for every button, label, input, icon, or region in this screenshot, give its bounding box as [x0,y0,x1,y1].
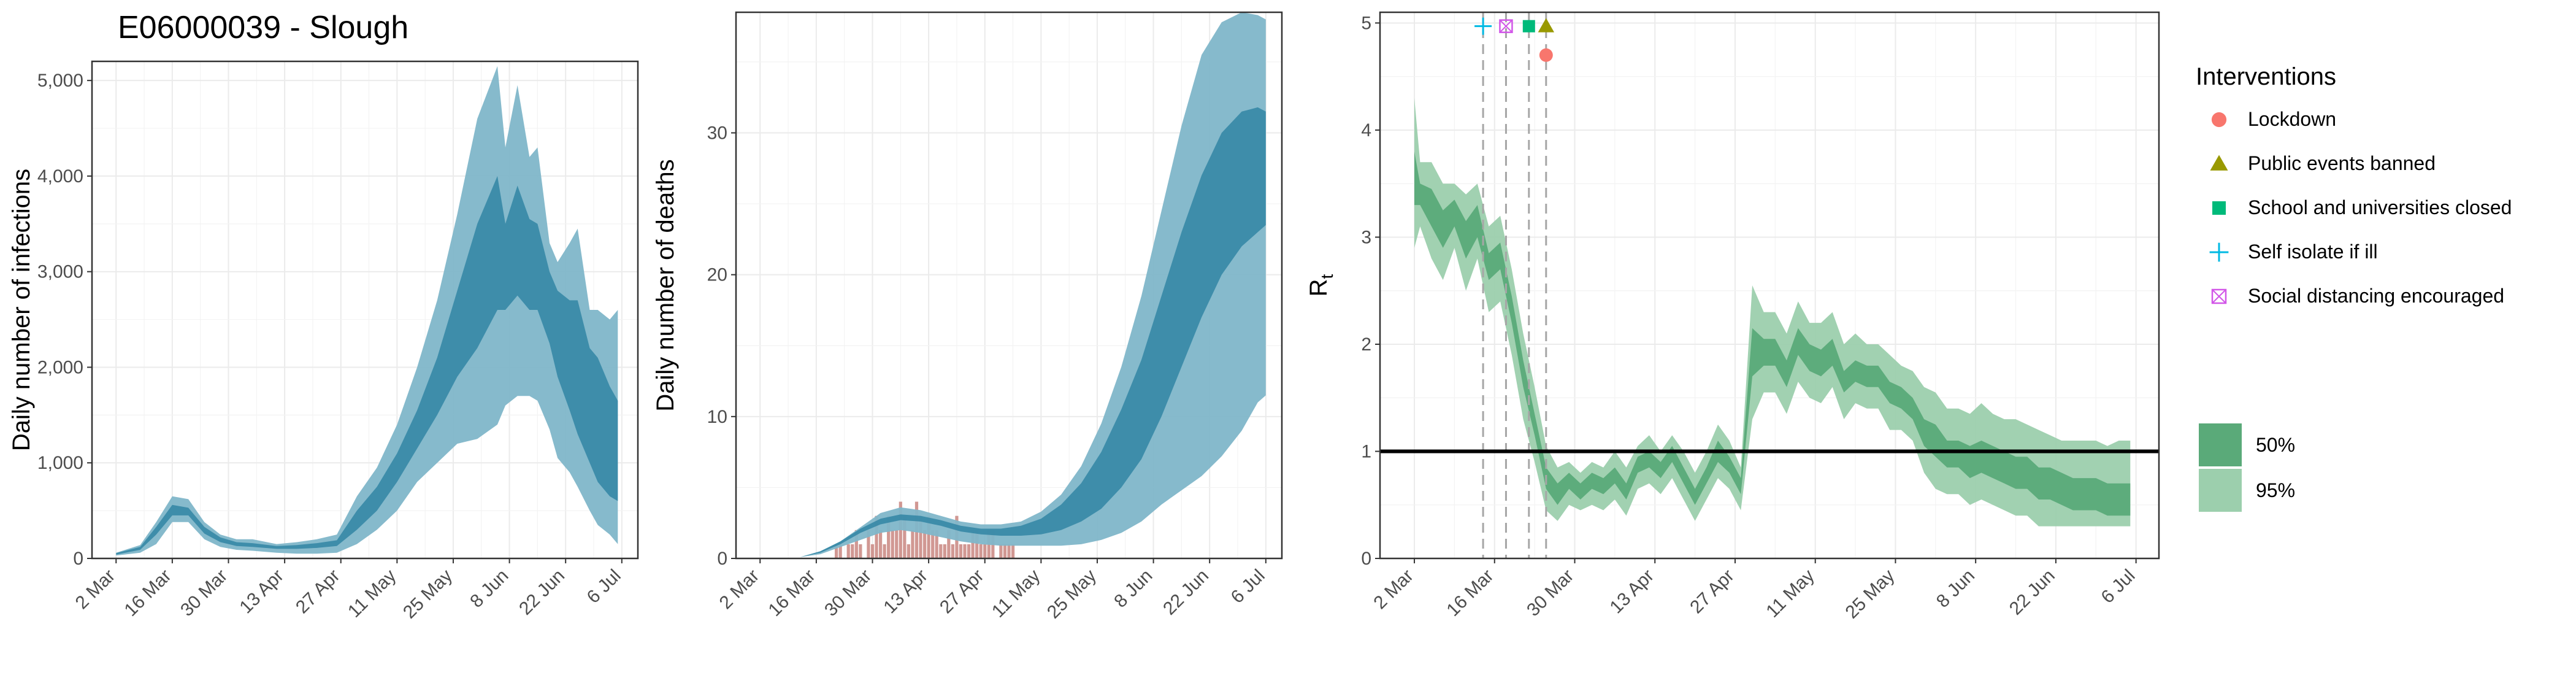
y-axis-label-text: Daily number of infections [8,169,35,451]
panel-border [91,60,639,560]
observed-death-bar [875,515,878,558]
observed-death-bar [999,544,1003,558]
legend-marker [2210,155,2228,171]
legend-item-label: Self isolate if ill [2248,241,2378,263]
legend-marker [2211,112,2227,128]
observed-death-bar [838,544,842,558]
y-tick-label: 4,000 [37,166,83,187]
observed-death-bar [979,544,983,558]
legend-band-swatch [2199,423,2242,466]
observed-death-bar [870,544,875,558]
y-tick-label: 2 [1361,334,1371,355]
legend-band-label: 50% [2256,434,2295,456]
y-tick-label: 10 [707,407,727,427]
legend-marker [2211,288,2227,304]
observed-death-bar [927,515,930,558]
observed-death-bar [947,530,951,558]
y-tick-label: 5 [1361,13,1371,33]
observed-death-bar [883,544,886,558]
observed-death-bar [895,530,899,558]
y-axis-label: Daily number of deaths [652,159,679,411]
observed-death-bar [939,544,943,558]
observed-death-bar [891,530,894,558]
legend-item-label: Lockdown [2248,108,2336,130]
observed-death-bar [903,515,907,558]
legend-band-swatch [2199,469,2242,512]
observed-death-bar [1007,544,1011,558]
intervention-marker [1522,20,1535,33]
observed-death-bar [922,530,927,558]
panel-border [735,11,1283,560]
y-axis-label-text: R [1305,279,1332,296]
legend-item-label: School and universities closed [2248,196,2512,218]
panel-border [1379,11,2160,560]
observed-death-bar [1003,544,1007,558]
intervention-marker [1499,19,1513,33]
observed-death-bar [911,530,914,558]
y-axis-label-text: Daily number of deaths [652,159,679,411]
y-tick-label: 0 [717,549,727,569]
y-tick-label: 1 [1361,441,1371,461]
panel-title: E06000039 - Slough [118,10,408,45]
legend-title: Interventions [2196,63,2336,90]
observed-death-bar [907,544,911,558]
observed-death-bar [963,544,967,558]
observed-death-bar [887,515,891,558]
y-tick-label: 30 [707,123,727,143]
y-tick-label: 3 [1361,227,1371,247]
observed-death-bar [867,530,870,558]
y-tick-label: 4 [1361,120,1371,141]
observed-death-bar [878,530,883,558]
observed-death-bar [935,530,938,558]
band-95pct [1414,98,2131,527]
legend-item-label: Social distancing encouraged [2248,285,2504,307]
observed-death-bar [834,544,838,558]
observed-death-bar [1011,544,1015,558]
y-tick-label: 20 [707,265,727,285]
y-axis-label: Rt [1305,274,1336,296]
observed-death-bar [859,544,862,558]
intervention-marker [1538,18,1555,33]
intervention-marker [1474,17,1492,35]
observed-death-bar [943,544,946,558]
y-axis-label-subscript: t [1317,274,1336,279]
band-50pct [1414,151,2131,516]
observed-death-bar [846,544,850,558]
y-tick-label: 2,000 [37,357,83,377]
observed-death-bar [931,530,935,558]
band-50pct [760,107,1266,558]
observed-death-bar [951,544,954,558]
legend-marker [2209,242,2229,262]
legend-item-label: Public events banned [2248,152,2436,174]
y-axis-label: Daily number of infections [8,169,35,451]
observed-death-bar [967,544,971,558]
legend: Interventions Lockdown Public events bann… [2196,63,2512,512]
intervention-marker [1539,48,1553,62]
y-tick-label: 3,000 [37,262,83,282]
interventions [1474,12,1555,558]
y-tick-label: 1,000 [37,453,83,473]
legend-bands: 50% 95% [2199,423,2295,512]
observed-death-bar [971,530,975,558]
legend-marker [2212,201,2226,215]
gridlines [1380,12,2159,559]
y-tick-label: 0 [1361,549,1371,569]
legend-band-label: 95% [2256,479,2295,501]
y-tick-label: 5,000 [37,71,83,91]
observed-death-bar [919,515,922,558]
band-50pct [116,176,618,555]
observed-death-bar [851,544,854,558]
observed-death-bar [983,544,987,558]
observed-death-bar [959,544,963,558]
legend-items: Lockdown Public events banned School and u… [2209,108,2512,307]
observed-death-bar [854,530,858,558]
observed-death-bar [975,530,979,558]
y-tick-label: 0 [73,549,83,569]
